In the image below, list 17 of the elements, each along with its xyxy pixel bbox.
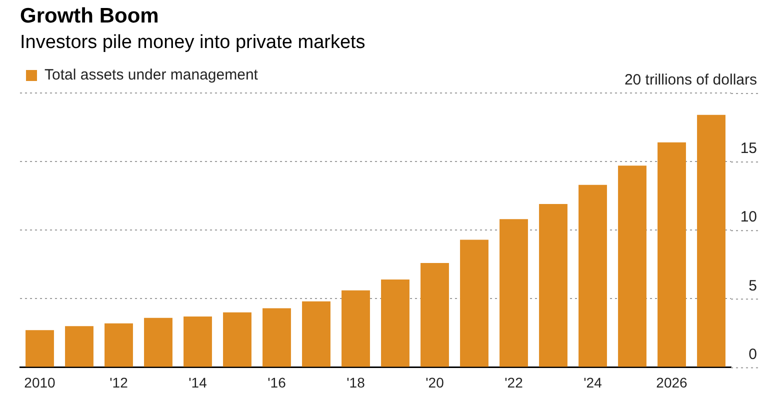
y-tick-label: 10 bbox=[740, 208, 757, 226]
legend-label: Total assets under management bbox=[44, 66, 259, 84]
y-tick-label: 20 trillions of dollars bbox=[624, 72, 757, 89]
chart-title: Growth Boom bbox=[20, 4, 159, 28]
x-tick-label: '20 bbox=[426, 374, 444, 390]
x-tick-label: '12 bbox=[110, 374, 128, 390]
x-tick-label: 2010 bbox=[24, 374, 56, 390]
x-tick-label: '24 bbox=[584, 374, 602, 390]
x-tick-label: '22 bbox=[504, 374, 524, 390]
x-tick-label: '14 bbox=[188, 374, 208, 390]
y-tick-label: 0 bbox=[748, 346, 757, 363]
x-tick-label: '16 bbox=[268, 374, 286, 390]
x-tick-label: 2026 bbox=[656, 374, 688, 390]
y-tick-label: 15 bbox=[740, 140, 757, 158]
chart-subtitle: Investors pile money into private markets bbox=[20, 32, 366, 53]
y-tick-label: 5 bbox=[748, 277, 757, 294]
x-tick-label: '18 bbox=[346, 374, 366, 390]
